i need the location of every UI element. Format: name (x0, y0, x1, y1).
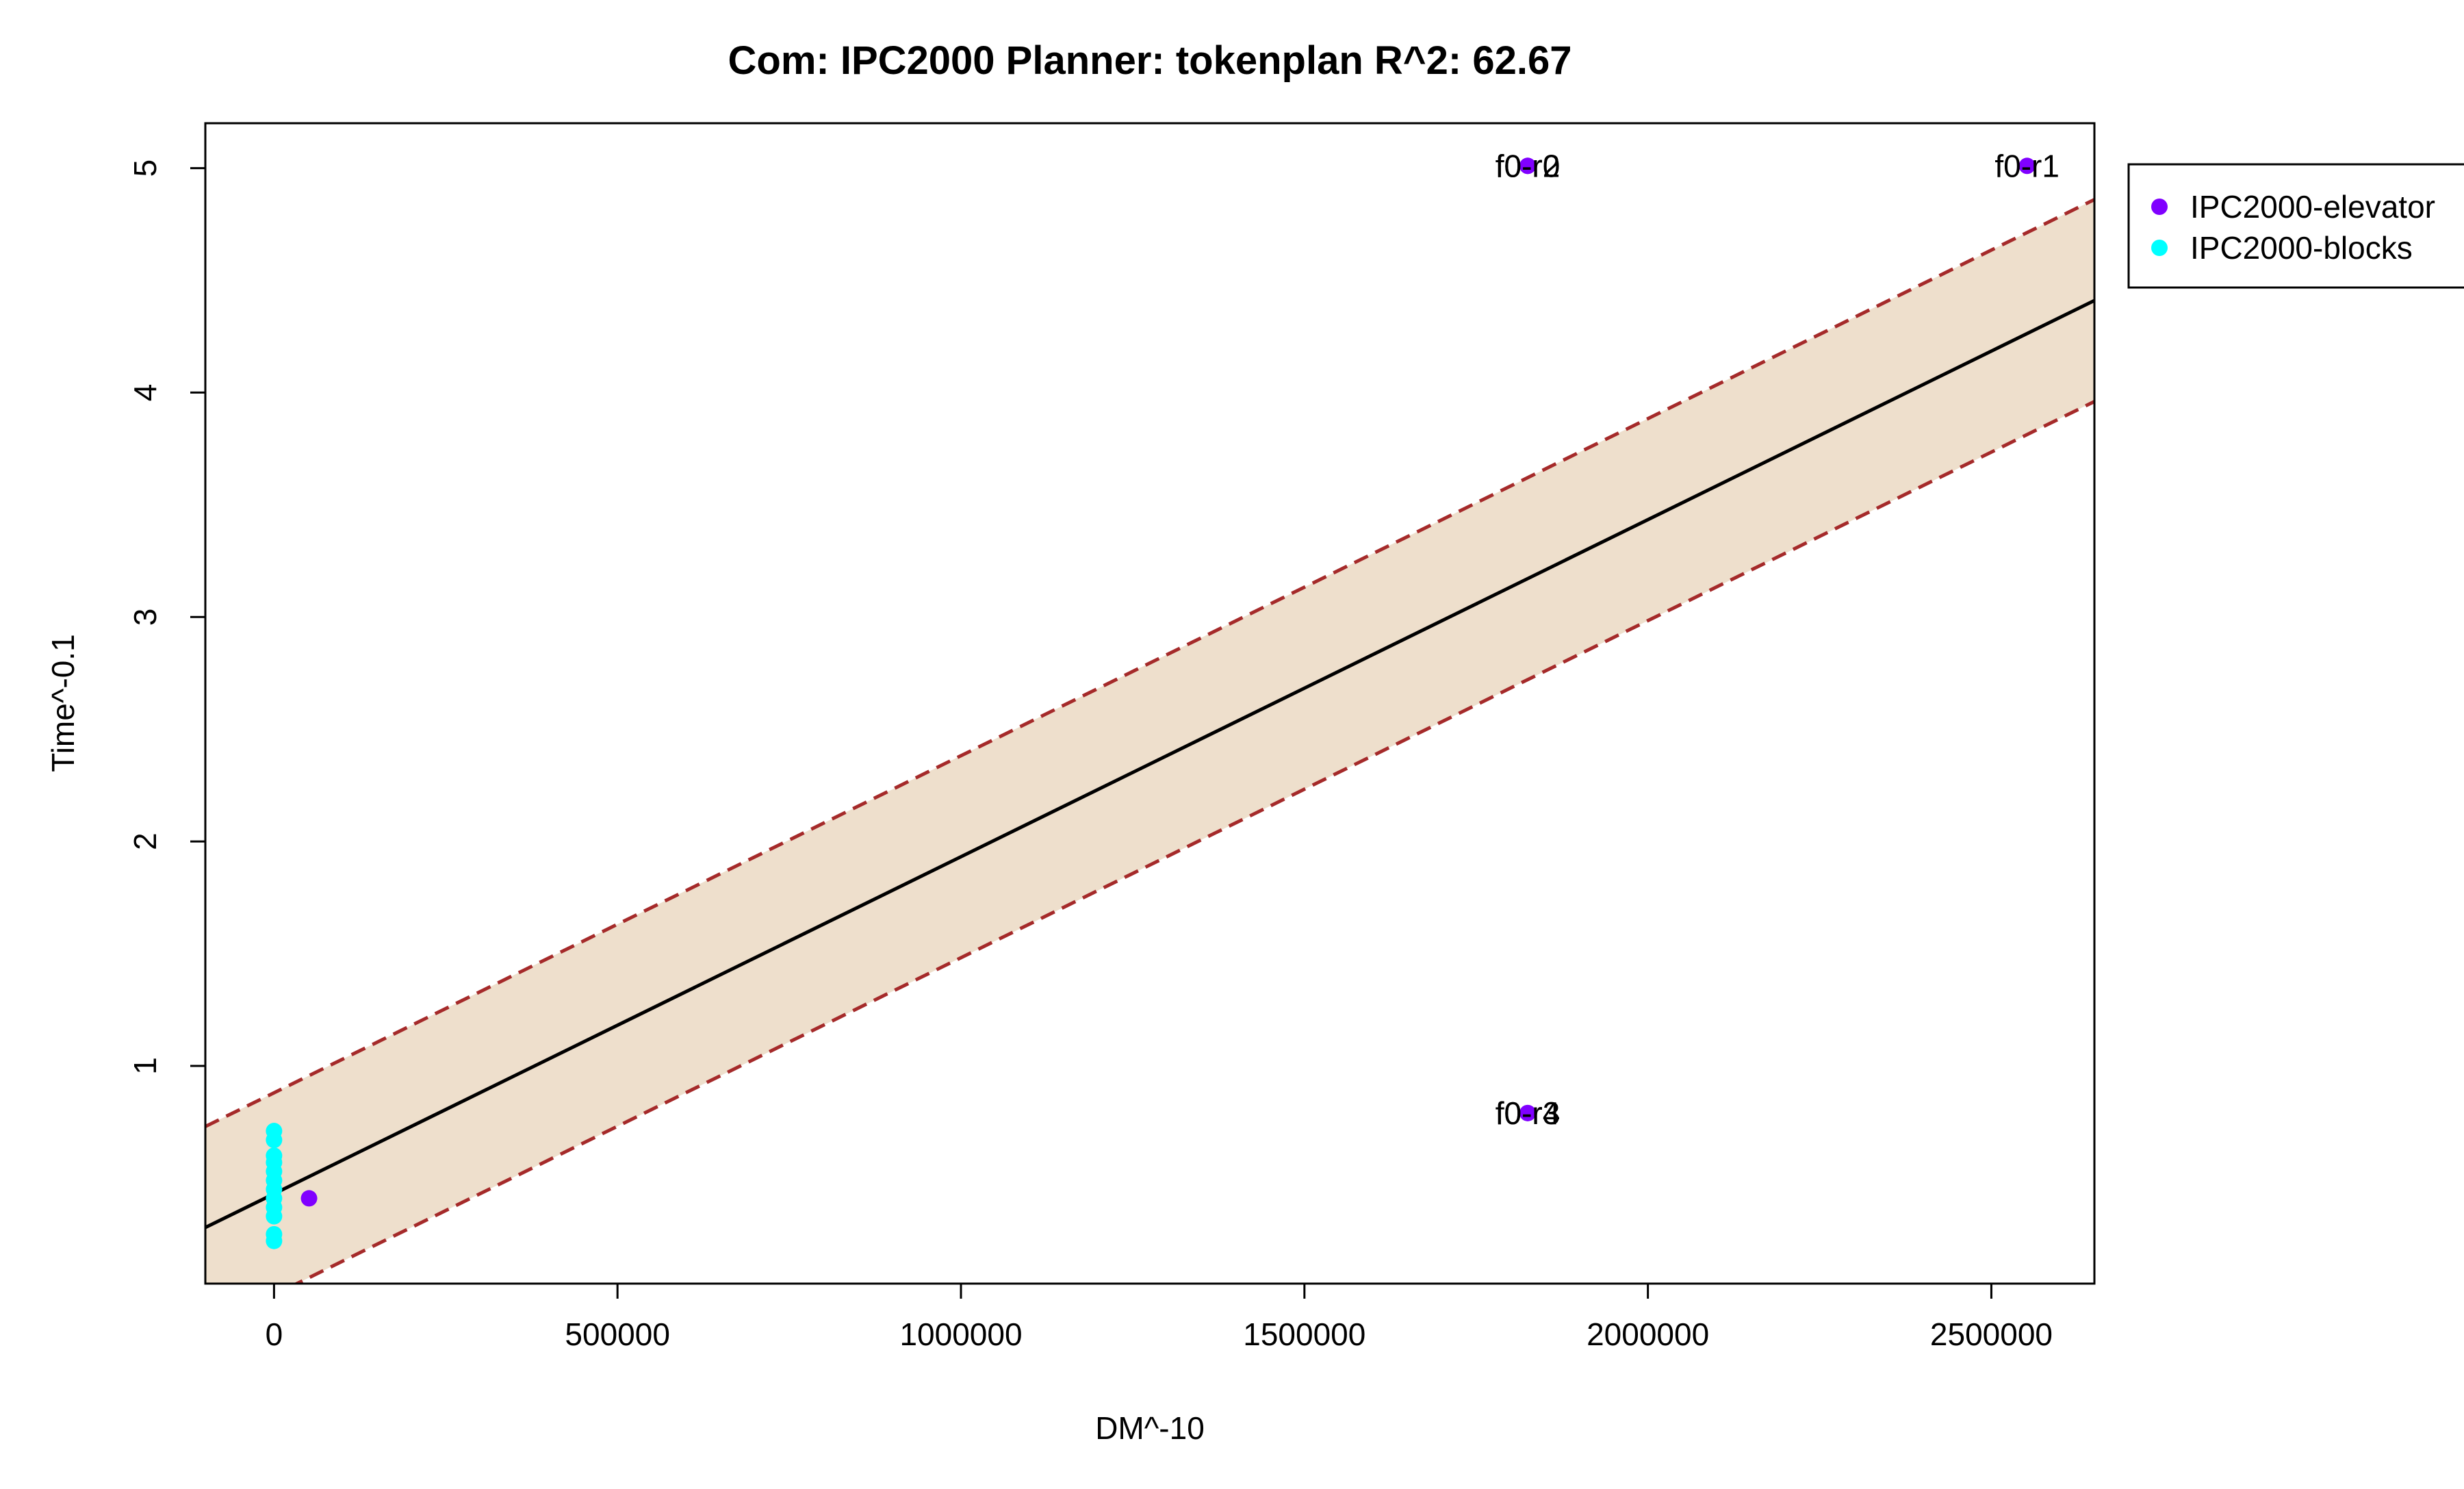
x-tick-label: 1500000 (1243, 1316, 1365, 1352)
legend-marker (2151, 199, 2168, 215)
y-tick-label: 5 (127, 160, 163, 177)
x-axis-spacer (274, 1284, 1991, 1299)
upper-band-line (205, 198, 2094, 1128)
data-point-series-2 (266, 1123, 283, 1140)
data-point-series-1 (2018, 157, 2036, 175)
point-annotation: f0-r0 (1496, 148, 1561, 183)
legend-label: IPC2000-blocks (2190, 230, 2413, 266)
x-tick-label: 2000000 (1587, 1316, 1709, 1352)
point-annotation: f0-r4 (1496, 1095, 1561, 1131)
y-tick-label: 4 (127, 384, 163, 402)
lower-band-line (292, 400, 2094, 1284)
legend-marker (2151, 240, 2168, 256)
confidence-band-layer (205, 198, 2094, 1284)
x-tick-label: 1000000 (899, 1316, 1022, 1352)
x-axis-label: DM^-10 (1095, 1410, 1205, 1446)
legend: IPC2000-elevator IPC2000-blocks (2127, 163, 2464, 289)
data-point-series-2 (266, 1147, 283, 1165)
y-tick-label: 2 (127, 832, 163, 850)
point-annotation: f0-r2 (1496, 148, 1561, 183)
data-point-series-1 (300, 1190, 318, 1207)
y-axis: 1 2 3 4 5 (127, 160, 207, 1075)
point-annotation: f0-r1 (1994, 148, 2059, 183)
chart-title: Com: IPC2000 Planner: tokenplan R^2: 62.… (728, 38, 1572, 83)
legend-label: IPC2000-elevator (2190, 189, 2435, 225)
data-points-layer (266, 157, 2036, 1249)
x-tick-label: 2500000 (1930, 1316, 2053, 1352)
data-point-series-1 (1519, 157, 1536, 175)
data-point-series-1 (1519, 1104, 1536, 1121)
y-tick-label: 1 (127, 1057, 163, 1075)
data-point-series-2 (266, 1225, 283, 1243)
x-tick-label: 0 (266, 1316, 283, 1352)
regression-line (205, 298, 2094, 1230)
legend-box (2127, 163, 2464, 289)
y-tick-label: 3 (127, 608, 163, 626)
y-axis-label: Time^-0.1 (45, 634, 81, 772)
x-axis: 0 500000 1000000 1500000 2000000 2500000 (266, 1282, 2053, 1352)
prediction-band-fill (205, 199, 2094, 1284)
x-tick-label: 500000 (565, 1316, 670, 1352)
point-annotation: f0-r3 (1496, 1095, 1561, 1131)
